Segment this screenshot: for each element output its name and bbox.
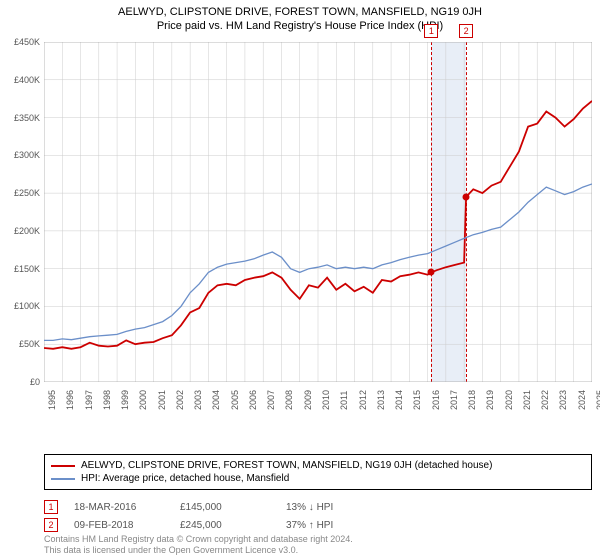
chart-area: 1 2 1995 1996 1997 1998 1999 2000 2001 2002 2003… bbox=[44, 42, 592, 412]
x-tick-label: 2005 bbox=[230, 390, 240, 410]
sale-point-1 bbox=[428, 269, 435, 276]
legend-swatch-price bbox=[51, 465, 75, 467]
x-tick-label: 2023 bbox=[558, 390, 568, 410]
x-tick-label: 2014 bbox=[394, 390, 404, 410]
x-tick-label: 2016 bbox=[431, 390, 441, 410]
x-tick-label: 2020 bbox=[504, 390, 514, 410]
x-tick-label: 1996 bbox=[65, 390, 75, 410]
y-tick-label: £300K bbox=[0, 150, 40, 160]
marker-table-badge-1: 1 bbox=[44, 500, 58, 514]
y-tick-label: £100K bbox=[0, 301, 40, 311]
marker-row-2: 2 09-FEB-2018 £245,000 37% ↑ HPI bbox=[44, 516, 592, 534]
series-svg bbox=[44, 42, 592, 382]
x-tick-label: 2021 bbox=[522, 390, 532, 410]
plot-region: 1 2 bbox=[44, 42, 592, 382]
legend: AELWYD, CLIPSTONE DRIVE, FOREST TOWN, MA… bbox=[44, 454, 592, 490]
marker-date-1: 18-MAR-2016 bbox=[74, 502, 164, 513]
legend-item-price: AELWYD, CLIPSTONE DRIVE, FOREST TOWN, MA… bbox=[51, 459, 585, 472]
footer: Contains HM Land Registry data © Crown c… bbox=[44, 534, 353, 556]
x-tick-label: 2012 bbox=[358, 390, 368, 410]
legend-label-hpi: HPI: Average price, detached house, Mans… bbox=[81, 473, 289, 484]
chart-title-line1: AELWYD, CLIPSTONE DRIVE, FOREST TOWN, MA… bbox=[0, 0, 600, 18]
marker-delta-1: 13% ↓ HPI bbox=[286, 502, 376, 513]
y-tick-label: £50K bbox=[0, 339, 40, 349]
marker-row-1: 1 18-MAR-2016 £145,000 13% ↓ HPI bbox=[44, 498, 592, 516]
legend-label-price: AELWYD, CLIPSTONE DRIVE, FOREST TOWN, MA… bbox=[81, 460, 492, 471]
x-tick-label: 2022 bbox=[540, 390, 550, 410]
x-tick-label: 2007 bbox=[266, 390, 276, 410]
x-tick-label: 2002 bbox=[175, 390, 185, 410]
x-tick-label: 1998 bbox=[102, 390, 112, 410]
x-tick-label: 2013 bbox=[376, 390, 386, 410]
x-tick-label: 2017 bbox=[449, 390, 459, 410]
x-tick-label: 2003 bbox=[193, 390, 203, 410]
marker-badge-2: 2 bbox=[459, 24, 473, 38]
y-tick-label: £400K bbox=[0, 75, 40, 85]
y-tick-label: £350K bbox=[0, 113, 40, 123]
y-tick-label: £0 bbox=[0, 377, 40, 387]
marker-price-2: £245,000 bbox=[180, 520, 270, 531]
marker-price-1: £145,000 bbox=[180, 502, 270, 513]
y-tick-label: £200K bbox=[0, 226, 40, 236]
legend-item-hpi: HPI: Average price, detached house, Mans… bbox=[51, 472, 585, 485]
x-tick-label: 2025 bbox=[595, 390, 600, 410]
x-tick-label: 2000 bbox=[138, 390, 148, 410]
x-tick-label: 2004 bbox=[211, 390, 221, 410]
marker-date-2: 09-FEB-2018 bbox=[74, 520, 164, 531]
marker-table-badge-2: 2 bbox=[44, 518, 58, 532]
chart-title-line2: Price paid vs. HM Land Registry's House … bbox=[0, 18, 600, 32]
y-tick-label: £150K bbox=[0, 264, 40, 274]
x-tick-label: 2008 bbox=[284, 390, 294, 410]
y-tick-label: £450K bbox=[0, 37, 40, 47]
x-tick-label: 1995 bbox=[47, 390, 57, 410]
x-tick-label: 2001 bbox=[157, 390, 167, 410]
x-tick-label: 2024 bbox=[577, 390, 587, 410]
footer-line2: This data is licensed under the Open Gov… bbox=[44, 545, 353, 556]
marker-delta-2: 37% ↑ HPI bbox=[286, 520, 376, 531]
x-tick-label: 2009 bbox=[303, 390, 313, 410]
x-tick-label: 2015 bbox=[412, 390, 422, 410]
x-tick-label: 2011 bbox=[339, 391, 349, 410]
x-tick-label: 2006 bbox=[248, 390, 258, 410]
x-tick-label: 2019 bbox=[485, 390, 495, 410]
x-tick-label: 1999 bbox=[120, 390, 130, 410]
marker-badge-1: 1 bbox=[424, 24, 438, 38]
x-tick-label: 2018 bbox=[467, 390, 477, 410]
y-tick-label: £250K bbox=[0, 188, 40, 198]
x-tick-label: 1997 bbox=[84, 390, 94, 410]
x-tick-label: 2010 bbox=[321, 390, 331, 410]
marker-table: 1 18-MAR-2016 £145,000 13% ↓ HPI 2 09-FE… bbox=[44, 498, 592, 534]
legend-swatch-hpi bbox=[51, 478, 75, 480]
sale-point-2 bbox=[463, 193, 470, 200]
footer-line1: Contains HM Land Registry data © Crown c… bbox=[44, 534, 353, 545]
